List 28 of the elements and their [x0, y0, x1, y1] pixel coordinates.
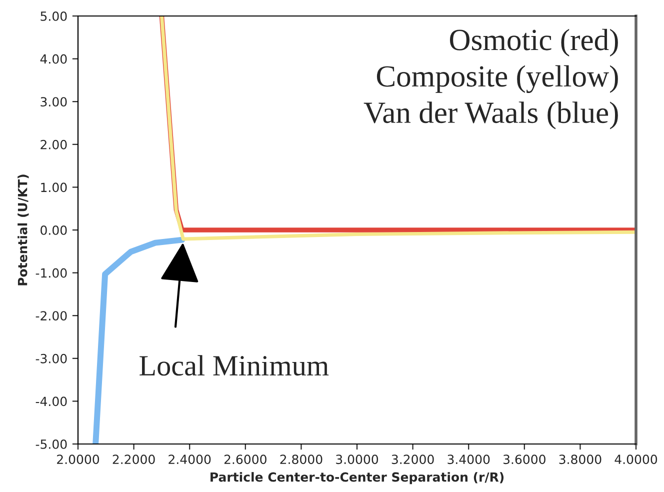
x-tick-label: 3.0000 [336, 454, 378, 464]
annotation: Osmotic (red) [450, 28, 618, 57]
x-tick-label: 2.4000 [168, 454, 211, 464]
x-tick-label: 3.2000 [392, 454, 434, 464]
annotation: Composite (yellow) [376, 65, 618, 94]
y-tick-label: 1.00 [41, 182, 67, 192]
x-tick-label: 2.6000 [224, 454, 266, 464]
x-tick-label: 3.6000 [503, 454, 546, 464]
y-tick-label: -3.00 [36, 354, 67, 364]
y-tick-label: 3.00 [40, 97, 67, 107]
y-tick-label: -2.00 [36, 311, 67, 321]
x-tick-label: 4.0000 [614, 454, 658, 464]
x-tick-label: 2.2000 [112, 454, 155, 464]
y-tick-label: 5.00 [40, 11, 67, 21]
x-axis-title: Particle Center-to-Center Separation (r/R) [210, 472, 504, 484]
y-tick-label: -4.00 [36, 396, 67, 406]
annotation: Van der Waals (blue) [364, 102, 618, 130]
x-tick-label: 3.4000 [448, 454, 490, 464]
y-tick-label: -1.00 [36, 268, 67, 278]
x-tick-label: 3.8000 [559, 454, 602, 464]
x-tick-label: 2.0000 [57, 454, 100, 464]
y-tick-label: 0.00 [40, 225, 67, 235]
y-axis-title: Potential (U/KT) [18, 174, 29, 286]
y-tick-label: 4.00 [40, 54, 67, 64]
y-tick-label: 2.00 [40, 140, 67, 150]
x-tick-label: 2.8000 [280, 454, 322, 464]
y-tick-label: -5.00 [36, 439, 67, 449]
annotation: Local Minimum [140, 355, 329, 376]
